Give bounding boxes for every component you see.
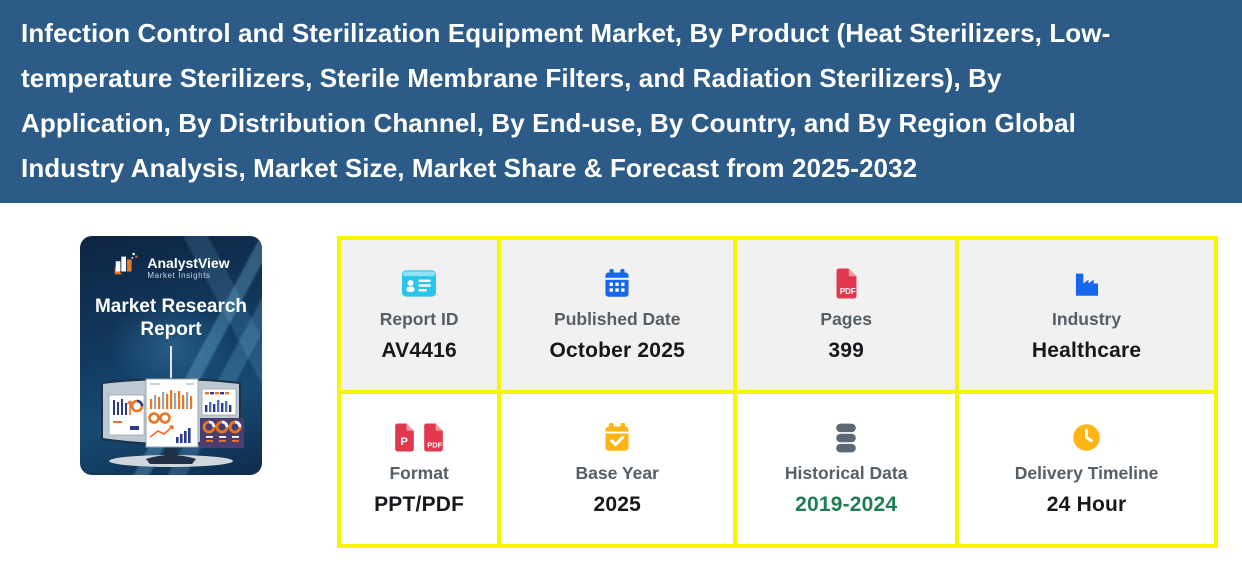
info-card-label: Base Year	[575, 462, 659, 483]
cover-connector-line	[170, 346, 172, 384]
report-title-line: Application, By Distribution Channel, By…	[21, 108, 1077, 138]
info-card-pages: PDF Pages 399	[737, 240, 956, 390]
info-card-published-date: Published Date October 2025	[501, 240, 734, 390]
info-card-delivery-timeline: Delivery Timeline 24 Hour	[959, 394, 1214, 544]
info-card-base-year: Base Year 2025	[501, 394, 734, 544]
calendar-check-icon	[603, 422, 631, 454]
clock-icon	[1072, 422, 1101, 454]
cover-title: Market Research Report	[94, 296, 248, 340]
info-card-label: Report ID	[379, 308, 459, 329]
info-card-value: 399	[828, 338, 864, 362]
monitor-charts-illustration	[80, 371, 262, 472]
database-icon	[832, 422, 860, 454]
info-card-label: Pages	[820, 308, 872, 329]
info-card-label: Published Date	[554, 308, 681, 329]
info-card-format: P PDF Format PPT/PDF	[341, 394, 498, 544]
calendar-icon	[603, 268, 631, 300]
svg-text:P: P	[400, 436, 408, 448]
ppt-pdf-files-icon: P PDF	[393, 422, 445, 454]
svg-text:PDF: PDF	[427, 440, 442, 449]
factory-icon	[1072, 268, 1102, 300]
svg-text:PDF: PDF	[840, 287, 856, 296]
info-card-value: October 2025	[549, 338, 685, 362]
info-card-label: Historical Data	[784, 462, 908, 483]
brand-logo-icon	[112, 251, 140, 284]
info-card-value: Healthcare	[1031, 338, 1142, 362]
info-card-report-id: Report ID AV4416	[341, 240, 498, 390]
pdf-file-icon: PDF	[834, 268, 859, 300]
info-card-label: Format	[389, 462, 449, 483]
info-card-value: 2019-2024	[795, 492, 898, 516]
id-card-icon	[402, 268, 437, 300]
brand-tagline: Market Insights	[147, 270, 211, 280]
info-card-label: Industry	[1052, 308, 1122, 329]
brand-logo: AnalystView Market Insights	[80, 251, 262, 284]
report-info-grid: Report ID AV4416 Published Date October …	[337, 236, 1218, 548]
info-card-value: AV4416	[381, 338, 457, 362]
info-card-value: 2025	[593, 492, 641, 516]
report-title-line: Infection Control and Sterilization Equi…	[21, 18, 1111, 48]
report-cover-image: AnalystView Market Insights Market Resea…	[80, 236, 262, 475]
brand-name: AnalystView	[147, 254, 230, 271]
info-card-value: 24 Hour	[1046, 492, 1127, 516]
info-card-label: Delivery Timeline	[1014, 462, 1159, 483]
info-card-historical-data: Historical Data 2019-2024	[737, 394, 956, 544]
report-title-banner: Infection Control and Sterilization Equi…	[0, 0, 1242, 203]
report-title-line: Industry Analysis, Market Size, Market S…	[21, 153, 918, 183]
info-card-industry: Industry Healthcare	[959, 240, 1214, 390]
report-title-line: temperature Sterilizers, Sterile Membran…	[21, 63, 1002, 93]
info-card-value: PPT/PDF	[374, 492, 465, 516]
